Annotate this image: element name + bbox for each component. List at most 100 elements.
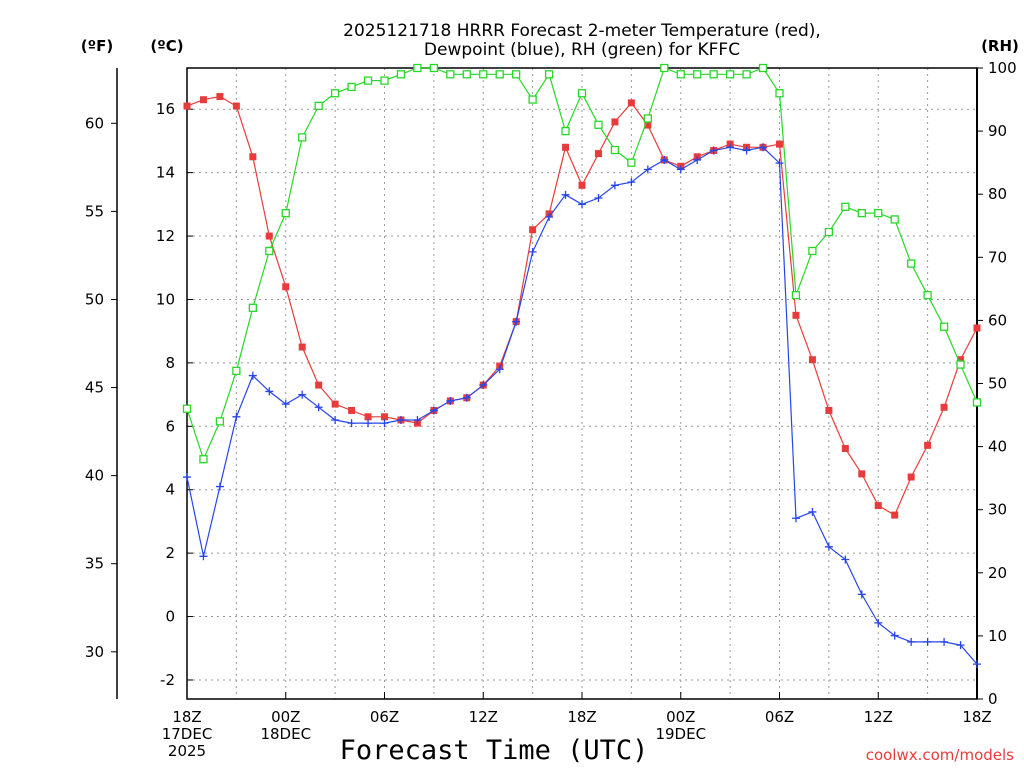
temperature-data-point [381,413,388,421]
rh-data-point [528,95,537,104]
dewpoint-data-point [396,415,405,424]
time-tick-label: 06Z [370,708,399,726]
dewpoint-data-point [578,200,586,209]
rh-data-point [380,76,389,85]
fahrenheit-tick-label: 30 [85,643,104,661]
temperature-data-point [315,381,323,389]
dewpoint-data-point [314,403,323,412]
rh-data-point [281,208,290,218]
rh-data-point [857,208,866,218]
temperature-data-point [298,343,306,351]
rh-data-point [298,133,307,142]
rh-data-point [265,246,274,256]
rh-data-point [413,63,422,73]
rh-data-point [577,89,587,98]
rh-tick-label: 30 [988,501,1007,519]
gridlines [187,68,977,699]
temperature-data-point [199,96,207,104]
rh-tick-label: 90 [988,122,1007,140]
temperature-data-point [216,93,224,101]
fahrenheit-tick-label: 50 [85,290,104,308]
dewpoint-data-point [331,415,340,424]
dewpoint-data-point [215,482,224,491]
rh-data-point [939,322,949,331]
rh-data-point [907,259,916,268]
dewpoint-data-point [973,660,981,669]
rh-data-point [429,63,439,73]
temperature-data-point [364,413,372,421]
temperature-data-point [874,502,882,510]
rh-data-point [248,303,257,312]
credit-label: coolwx.com/models [866,746,1014,764]
temperature-data-point [957,356,965,364]
dewpoint-data-point [561,190,570,199]
fahrenheit-tick-label: 55 [85,202,104,220]
rh-tick-label: 60 [988,311,1007,329]
rh-tick-label: 40 [988,438,1007,456]
temperature-data-point [792,311,800,319]
dewpoint-data-point [759,143,768,152]
temperature-data-point [232,102,240,110]
rh-data-point [643,114,652,123]
temperature-data-point [644,121,652,129]
rh-tick-label: 0 [988,690,998,708]
celsius-tick-label: 4 [165,481,175,499]
dewpoint-data-point [643,165,652,174]
fahrenheit-tick-label: 40 [85,467,104,485]
celsius-tick-label: 2 [165,544,175,562]
temperature-data-point [282,283,290,291]
time-tick-label: 18Z [962,708,991,726]
dewpoint-data-point [364,419,373,428]
dewpoint-data-point [660,155,669,164]
temperature-data-point [183,102,191,110]
time-tick-label: 00Z [271,708,300,726]
celsius-tick-label: 0 [165,608,175,626]
temperature-data-point [907,473,915,481]
rh-data-point [232,366,241,376]
rh-data-point [874,208,883,218]
dewpoint-data-point [495,365,504,374]
rh-data-point [462,70,471,79]
axes [111,67,983,700]
celsius-tick-label: 10 [156,290,175,308]
data-series [182,63,982,669]
time-tick-label: 2025 [168,742,206,760]
temperature-data-point [924,441,932,449]
rh-tick-label: 80 [988,185,1007,203]
fahrenheit-tick-label: 60 [85,114,104,132]
dewpoint-data-point [857,590,866,599]
rh-data-point [446,70,455,79]
dewpoint-data-point [923,637,932,646]
rh-axis-unit: (RH) [981,37,1019,55]
temperature-data-point [825,406,833,414]
dewpoint-data-point [429,406,438,415]
dewpoint-data-point [775,159,784,168]
rh-series-line [186,67,978,461]
temperature-data-point [265,232,273,240]
temperature-data-point [611,118,619,126]
rh-data-point [594,120,603,129]
chart-title-line-1: 2025121718 HRRR Forecast 2-meter Tempera… [343,21,821,41]
time-tick-label: 12Z [469,708,498,726]
dewpoint-data-point [479,381,488,390]
temperature-data-point [940,403,948,411]
time-tick-label: 18Z [567,708,596,726]
rh-data-point [495,70,504,79]
dewpoint-data-point [890,631,899,640]
rh-data-point [890,215,899,224]
plot-frame [186,67,978,700]
rh-data-point [660,63,669,73]
rh-data-point [956,360,965,369]
celsius-tick-label: 6 [165,417,175,435]
temperature-data-point [348,406,356,414]
dewpoint-data-point [265,387,274,396]
rh-data-point [841,202,850,211]
rh-data-point [561,126,570,136]
rh-data-point [972,398,982,407]
celsius-tick-label: 16 [156,100,175,118]
dewpoint-data-point [528,247,537,256]
dewpoint-data-point [940,637,949,646]
rh-data-point [330,89,340,98]
dewpoint-data-point [824,542,833,551]
